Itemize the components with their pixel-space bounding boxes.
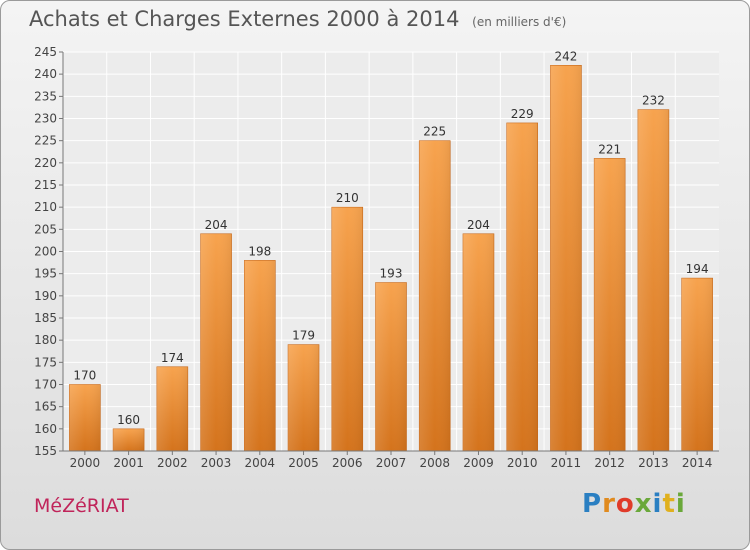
logo-letter: i (652, 489, 663, 519)
y-tick-label: 165 (34, 400, 57, 414)
x-tick-label: 2011 (551, 456, 582, 470)
chart-title: Achats et Charges Externes 2000 à 2014 (… (29, 7, 566, 31)
data-label: 221 (598, 142, 621, 156)
x-tick-label: 2003 (201, 456, 232, 470)
y-tick-label: 160 (34, 422, 57, 436)
chart-title-text: Achats et Charges Externes 2000 à 2014 (29, 7, 460, 31)
logo-letter: i (675, 489, 686, 519)
data-label: 204 (205, 218, 228, 232)
x-tick-label: 2009 (463, 456, 494, 470)
y-tick-label: 235 (34, 89, 57, 103)
y-tick-label: 240 (34, 67, 57, 81)
x-tick-label: 2007 (376, 456, 407, 470)
data-label: 204 (467, 218, 490, 232)
logo-letter: P (582, 489, 603, 519)
y-tick-label: 155 (34, 444, 57, 458)
data-label: 193 (380, 267, 403, 281)
x-tick-label: 2012 (594, 456, 625, 470)
bar-highlight (506, 122, 538, 451)
y-tick-label: 220 (34, 156, 57, 170)
logo-letter: r (602, 489, 616, 519)
y-tick-label: 205 (34, 222, 57, 236)
bar-highlight (156, 366, 188, 451)
bar-highlight (462, 233, 494, 451)
bar-highlight (637, 109, 669, 451)
y-tick-label: 195 (34, 267, 57, 281)
y-tick-label: 185 (34, 311, 57, 325)
y-tick-label: 210 (34, 200, 57, 214)
x-tick-label: 2001 (113, 456, 144, 470)
y-tick-label: 200 (34, 245, 57, 259)
data-label: 179 (292, 329, 315, 343)
data-label: 229 (511, 107, 534, 121)
logo-letter: t (662, 489, 676, 519)
chart-subtitle: (en milliers d'€) (472, 15, 567, 29)
y-tick-label: 245 (34, 45, 57, 59)
bar-highlight (550, 65, 582, 452)
bar-highlight (113, 428, 145, 451)
x-tick-label: 2005 (288, 456, 319, 470)
bar-highlight (244, 260, 276, 451)
bar-highlight (288, 344, 320, 451)
y-tick-label: 230 (34, 112, 57, 126)
bar-highlight (681, 278, 713, 451)
y-tick-label: 225 (34, 134, 57, 148)
x-tick-label: 2008 (419, 456, 450, 470)
data-label: 160 (117, 413, 140, 427)
bar-highlight (375, 282, 407, 451)
y-tick-label: 170 (34, 378, 57, 392)
logo-letter: o (615, 489, 635, 519)
x-tick-label: 2013 (638, 456, 669, 470)
data-label: 242 (554, 49, 577, 63)
place-name: MéZéRIAT (34, 495, 129, 517)
data-label: 232 (642, 94, 665, 108)
bar-highlight (200, 233, 232, 451)
bar-highlight (419, 140, 451, 451)
x-tick-label: 2010 (507, 456, 538, 470)
x-tick-label: 2002 (157, 456, 188, 470)
x-tick-label: 2014 (682, 456, 713, 470)
data-label: 170 (73, 369, 96, 383)
data-label: 225 (423, 125, 446, 139)
data-label: 198 (248, 244, 271, 258)
y-tick-label: 190 (34, 289, 57, 303)
bar-highlight (69, 384, 101, 451)
data-label: 174 (161, 351, 184, 365)
y-tick-label: 215 (34, 178, 57, 192)
y-tick-label: 175 (34, 355, 57, 369)
bar-highlight (594, 158, 626, 451)
x-tick-label: 2000 (70, 456, 101, 470)
bar-highlight (331, 207, 363, 451)
x-tick-label: 2004 (245, 456, 276, 470)
y-tick-label: 180 (34, 333, 57, 347)
data-label: 210 (336, 191, 359, 205)
logo-letter: x (634, 489, 653, 519)
x-tick-label: 2006 (332, 456, 363, 470)
data-label: 194 (686, 262, 709, 276)
proxiti-logo: Proxiti (582, 489, 686, 519)
